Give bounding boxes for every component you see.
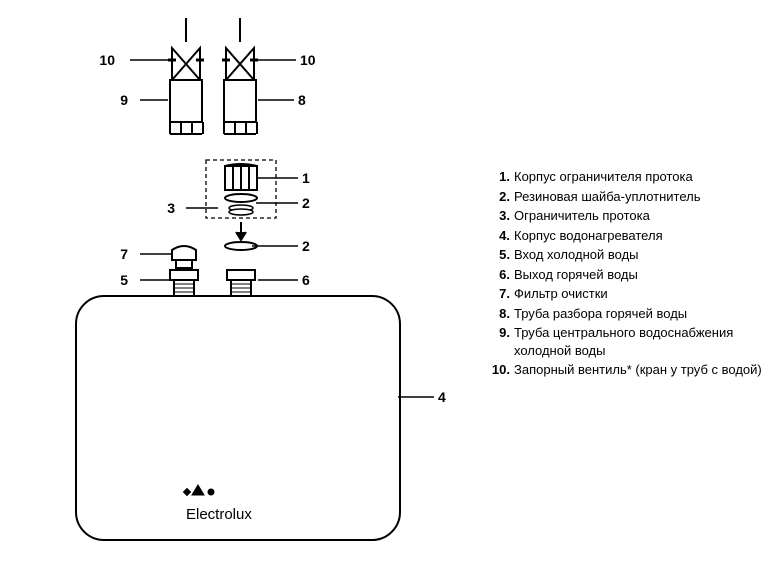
legend-text: Корпус водонагревателя <box>514 227 770 245</box>
legend-item: 1.Корпус ограничителя протока <box>490 168 770 186</box>
legend-item: 9.Труба центрального водоснабжения холод… <box>490 324 770 359</box>
legend-item: 5.Вход холодной воды <box>490 246 770 264</box>
callout-number: 6 <box>302 272 310 288</box>
legend-item: 4.Корпус водонагревателя <box>490 227 770 245</box>
legend-text: Труба центрального водоснабжения холодно… <box>514 324 770 359</box>
legend-num: 6. <box>490 266 514 284</box>
callout-number: 8 <box>298 92 306 108</box>
legend-item: 8.Труба разбора горячей воды <box>490 305 770 323</box>
legend-text: Запорный вентиль* (кран у труб с водой) <box>514 361 770 379</box>
legend-item: 10.Запорный вентиль* (кран у труб с водо… <box>490 361 770 379</box>
legend-text: Корпус ограничителя протока <box>514 168 770 186</box>
legend-text: Труба разбора горячей воды <box>514 305 770 323</box>
legend-item: 7.Фильтр очистки <box>490 285 770 303</box>
legend: 1.Корпус ограничителя протока2.Резиновая… <box>490 168 770 381</box>
exploded-diagram: 10 10 9 8 1 2 3 2 7 5 6 4 Electrolux <box>0 0 480 566</box>
legend-text: Ограничитель протока <box>514 207 770 225</box>
legend-num: 9. <box>490 324 514 359</box>
legend-num: 1. <box>490 168 514 186</box>
callout-number: 10 <box>300 52 316 68</box>
legend-text: Выход горячей воды <box>514 266 770 284</box>
legend-item: 2.Резиновая шайба-уплотнитель <box>490 188 770 206</box>
legend-num: 4. <box>490 227 514 245</box>
legend-num: 2. <box>490 188 514 206</box>
legend-text: Вход холодной воды <box>514 246 770 264</box>
callout-number: 3 <box>167 200 175 216</box>
legend-num: 3. <box>490 207 514 225</box>
callout-number: 7 <box>120 246 128 262</box>
legend-num: 7. <box>490 285 514 303</box>
legend-item: 3.Ограничитель протока <box>490 207 770 225</box>
callout-number: 4 <box>438 389 446 405</box>
callout-number: 9 <box>120 92 128 108</box>
legend-num: 10. <box>490 361 514 379</box>
callout-number: 10 <box>99 52 115 68</box>
legend-num: 5. <box>490 246 514 264</box>
callout-number: 1 <box>302 170 310 186</box>
legend-text: Фильтр очистки <box>514 285 770 303</box>
callout-number: 2 <box>302 238 310 254</box>
legend-num: 8. <box>490 305 514 323</box>
brand-text: Electrolux <box>186 506 252 523</box>
legend-text: Резиновая шайба-уплотнитель <box>514 188 770 206</box>
callout-number: 2 <box>302 195 310 211</box>
legend-item: 6.Выход горячей воды <box>490 266 770 284</box>
callout-number: 5 <box>120 272 128 288</box>
